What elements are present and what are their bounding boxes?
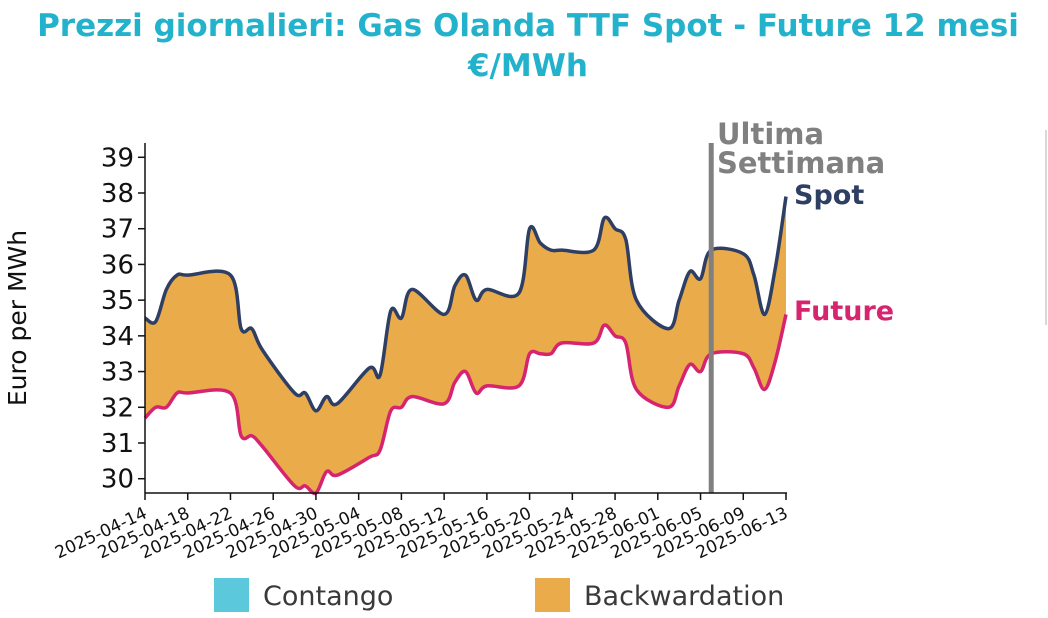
chart-subtitle: €/MWh (467, 48, 588, 84)
y-tick-label: 36 (101, 250, 134, 280)
x-ticks: 2025-04-142025-04-182025-04-222025-04-26… (52, 493, 791, 563)
y-tick-label: 38 (101, 179, 134, 209)
marker-label-line1: Ultima (717, 117, 824, 151)
legend-swatch-contango (214, 578, 249, 612)
backwardation-fill (145, 196, 786, 494)
y-axis-label: Euro per MWh (3, 230, 32, 406)
series-line-future (143, 314, 788, 496)
marker-label-line2: Settimana (717, 146, 885, 180)
y-tick-label: 34 (101, 322, 134, 352)
legend-label-backwardation: Backwardation (584, 581, 784, 612)
chart-title: Prezzi giornalieri: Gas Olanda TTF Spot … (37, 8, 1019, 44)
series-label-future: Future (794, 296, 894, 327)
backwardation-area (145, 196, 786, 494)
y-tick-label: 33 (101, 358, 134, 388)
y-tick-label: 37 (101, 215, 134, 245)
series-label-spot: Spot (794, 180, 864, 211)
y-tick-label: 31 (101, 429, 134, 459)
series-lines (143, 196, 788, 496)
y-tick-label: 30 (101, 465, 134, 495)
y-tick-label: 35 (101, 286, 134, 316)
y-ticks: 30 31 32 33 34 35 36 37 38 39 (101, 143, 145, 495)
series-line-spot (144, 196, 788, 413)
legend-swatch-backwardation (535, 578, 570, 612)
y-tick-label: 32 (101, 393, 134, 423)
legend-label-contango: Contango (263, 581, 393, 612)
y-tick-label: 39 (101, 143, 134, 173)
